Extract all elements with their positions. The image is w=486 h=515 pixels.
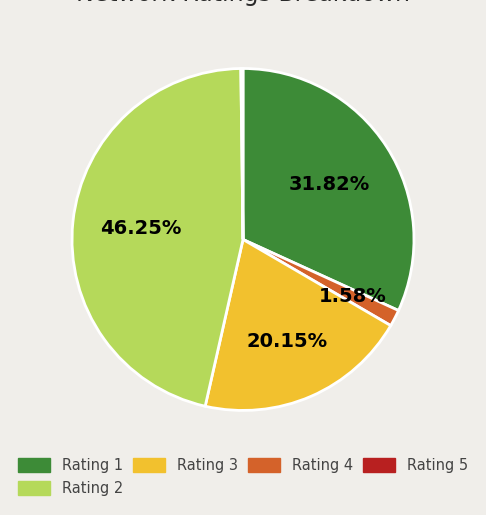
Wedge shape [241,68,243,239]
Wedge shape [72,68,243,406]
Text: 20.15%: 20.15% [247,332,328,351]
Legend: Rating 1, Rating 2, Rating 3, Rating 4, Rating 5: Rating 1, Rating 2, Rating 3, Rating 4, … [12,453,474,502]
Wedge shape [243,239,399,325]
Wedge shape [243,68,414,311]
Text: 31.82%: 31.82% [289,175,370,194]
Text: 46.25%: 46.25% [100,219,182,238]
Wedge shape [205,239,391,410]
Text: 1.58%: 1.58% [318,287,386,305]
Title: Network Ratings Breakdown: Network Ratings Breakdown [76,0,410,6]
